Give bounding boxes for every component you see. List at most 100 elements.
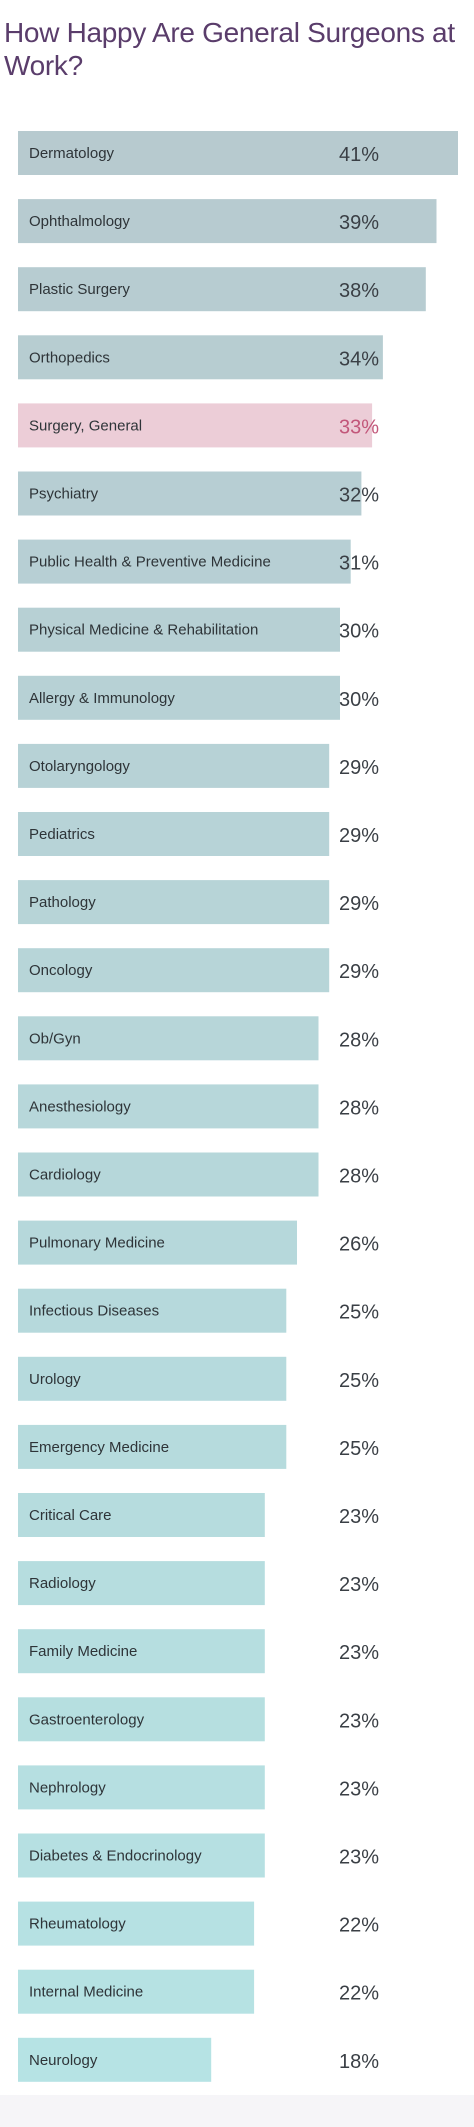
bar-row: Rheumatology 22%: [18, 1901, 379, 1946]
bar-row: Nephrology 23%: [18, 1765, 379, 1810]
bar-row: Neurology 18%: [18, 2037, 379, 2082]
bar-value-label: 22%: [339, 1983, 379, 2005]
bar-row: Dermatology 41%: [18, 131, 458, 175]
bar-value-label: 33%: [339, 416, 379, 438]
bar-category-label: Pathology: [29, 894, 96, 911]
bar: [18, 2037, 212, 2082]
bar-row: Cardiology 28%: [18, 1152, 379, 1197]
bar: [18, 1220, 297, 1265]
bar-row: Pathology 29%: [18, 880, 379, 925]
bar-category-label: Infectious Diseases: [29, 1303, 159, 1320]
bar-value-label: 23%: [339, 1574, 379, 1596]
bar-category-label: Radiology: [29, 1575, 96, 1592]
bar: [18, 1288, 287, 1333]
chart-title: How Happy Are General Surgeons at Work?: [4, 17, 455, 81]
bar-category-label: Neurology: [29, 2052, 98, 2069]
bar-category-label: Ob/Gyn: [29, 1030, 81, 1047]
bar-row: Orthopedics 34%: [18, 335, 383, 380]
bar-row: Ob/Gyn 28%: [18, 1016, 379, 1061]
bar-row: Infectious Diseases 25%: [18, 1288, 379, 1333]
bar-row: Urology 25%: [18, 1356, 379, 1401]
bar-row: Diabetes & Endocrinology 23%: [18, 1833, 379, 1878]
bar-category-label: Public Health & Preventive Medicine: [29, 554, 271, 571]
bar-row: Family Medicine 23%: [18, 1629, 379, 1674]
bar-value-label: 23%: [339, 1778, 379, 1800]
bar-row: Plastic Surgery 38%: [18, 267, 426, 312]
bar: [18, 131, 458, 175]
bar-value-label: 23%: [339, 1710, 379, 1732]
bar: [18, 880, 330, 925]
bar-value-label: 23%: [339, 1506, 379, 1528]
bar: [18, 403, 373, 448]
bar-value-label: 39%: [339, 212, 379, 234]
bar: [18, 1901, 255, 1946]
bar-value-label: 25%: [339, 1370, 379, 1392]
bar: [18, 1629, 265, 1674]
bar-value-label: 26%: [339, 1234, 379, 1256]
bar-category-label: Psychiatry: [29, 486, 99, 503]
bar-category-label: Emergency Medicine: [29, 1439, 169, 1456]
bar-category-label: Ophthalmology: [29, 213, 130, 230]
bar-category-label: Diabetes & Endocrinology: [29, 1848, 202, 1865]
bar: [18, 1152, 319, 1197]
bar-row: Ophthalmology 39%: [18, 199, 437, 244]
bar-value-label: 22%: [339, 1915, 379, 1937]
bar-value-label: 29%: [339, 961, 379, 983]
bar-value-label: 18%: [339, 2051, 379, 2073]
bar-value-label: 41%: [339, 144, 379, 166]
bar-category-label: Physical Medicine & Rehabilitation: [29, 622, 258, 639]
bar-category-label: Nephrology: [29, 1779, 106, 1796]
bar-row: Gastroenterology 23%: [18, 1697, 379, 1742]
bar-category-label: Oncology: [29, 962, 93, 979]
bar: [18, 812, 330, 856]
bar-value-label: 28%: [339, 1029, 379, 1051]
bar-row: Critical Care 23%: [18, 1493, 379, 1537]
bar: [18, 1765, 265, 1810]
bar-value-label: 30%: [339, 621, 379, 643]
bar-value-label: 34%: [339, 348, 379, 370]
bar-value-label: 31%: [339, 553, 379, 575]
bar: [18, 1493, 265, 1537]
bar: [18, 1697, 265, 1742]
bar-row: Radiology 23%: [18, 1561, 379, 1606]
bar: [18, 607, 340, 652]
bar-category-label: Allergy & Immunology: [29, 690, 175, 707]
bar-category-label: Orthopedics: [29, 349, 110, 366]
bar: [18, 1356, 287, 1401]
bar-value-label: 25%: [339, 1302, 379, 1324]
bar-category-label: Internal Medicine: [29, 1984, 143, 2001]
bar: [18, 1424, 287, 1469]
bar: [18, 335, 383, 380]
bar-row: Otolaryngology 29%: [18, 743, 379, 788]
bar: [18, 1833, 265, 1878]
bar-value-label: 29%: [339, 757, 379, 779]
bar-category-label: Critical Care: [29, 1507, 112, 1524]
bar: [18, 743, 330, 788]
bar-row: Pulmonary Medicine 26%: [18, 1220, 379, 1265]
bar: [18, 1084, 319, 1129]
bar: [18, 948, 330, 993]
bar: [18, 675, 340, 720]
bar-category-label: Family Medicine: [29, 1643, 137, 1660]
bar-value-label: 28%: [339, 1166, 379, 1188]
bar-row: Pediatrics 29%: [18, 812, 379, 856]
bar-value-label: 23%: [339, 1642, 379, 1664]
bar-row: Public Health & Preventive Medicine 31%: [18, 539, 379, 584]
bar-value-label: 28%: [339, 1097, 379, 1119]
bar-row: Oncology 29%: [18, 948, 379, 993]
bar: [18, 1969, 255, 2014]
bar-category-label: Gastroenterology: [29, 1711, 145, 1728]
bar-value-label: 29%: [339, 825, 379, 847]
bar-category-label: Dermatology: [29, 145, 115, 162]
bar-value-label: 38%: [339, 280, 379, 302]
footer-band: [0, 2095, 474, 2127]
bar-value-label: 23%: [339, 1847, 379, 1869]
bar-row: Anesthesiology 28%: [18, 1084, 379, 1129]
bar: [18, 471, 362, 516]
bar: [18, 539, 351, 584]
bar: [18, 1016, 319, 1061]
bar-value-label: 25%: [339, 1438, 379, 1460]
bar-category-label: Pulmonary Medicine: [29, 1235, 165, 1252]
